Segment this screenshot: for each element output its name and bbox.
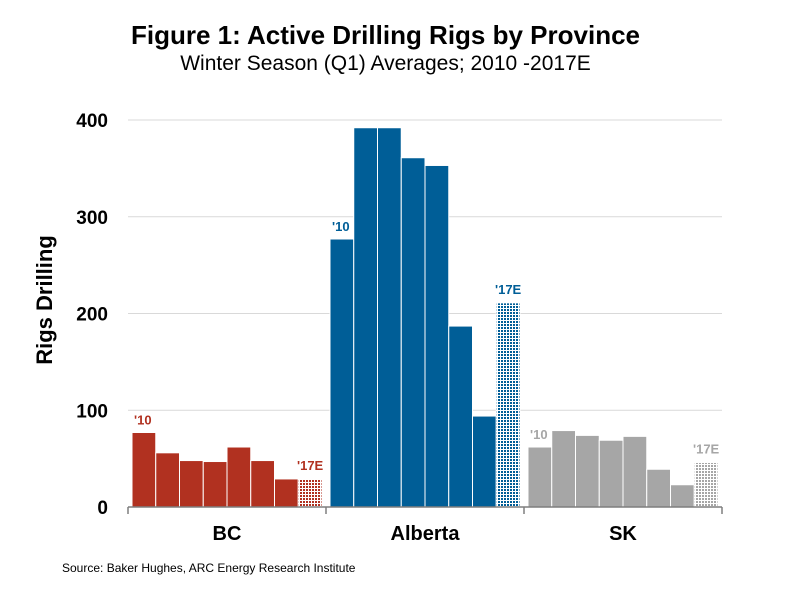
source-note: Source: Baker Hughes, ARC Energy Researc… (62, 561, 356, 575)
bar (646, 468, 671, 508)
bar (329, 238, 355, 508)
bar-end-label: '17E (693, 441, 720, 456)
bar-start-label: '10 (134, 413, 152, 428)
y-tick-label: 100 (76, 401, 108, 422)
bar (575, 434, 600, 508)
bar (400, 157, 426, 508)
bar (622, 435, 648, 508)
x-category-label: Alberta (391, 523, 461, 545)
bar (202, 461, 228, 508)
x-category-label: SK (609, 523, 637, 545)
bars (131, 127, 719, 508)
bar (226, 446, 252, 508)
bar (250, 460, 275, 508)
bar (472, 415, 497, 508)
bar (297, 478, 323, 508)
bar (670, 484, 695, 508)
bar (693, 461, 719, 508)
bar-start-label: '10 (530, 427, 548, 442)
chart-subtitle: Winter Season (Q1) Averages; 2010 -2017E (180, 52, 591, 75)
chart-title: Figure 1: Active Drilling Rigs by Provin… (130, 20, 641, 50)
bar (353, 127, 378, 508)
y-axis-ticks: 0 100 200 300 400 (76, 111, 108, 519)
bar-annotations: '10 '17E '10 '17E '10 '17E (134, 219, 720, 473)
x-category-label: BC (213, 523, 242, 545)
bar-start-label: '10 (332, 219, 350, 234)
bar (274, 478, 299, 508)
bar-end-label: '17E (495, 282, 522, 297)
bar (424, 164, 450, 508)
bar (377, 127, 402, 508)
bar (527, 446, 553, 508)
y-tick-label: 0 (97, 498, 108, 519)
bar (448, 325, 473, 508)
bar (598, 439, 624, 508)
y-tick-label: 400 (76, 111, 108, 132)
x-axis: BC Alberta SK (127, 506, 723, 545)
bar (155, 452, 180, 508)
bar (131, 432, 157, 508)
y-tick-label: 300 (76, 208, 108, 229)
bar (179, 460, 204, 508)
bar (551, 430, 576, 508)
y-tick-label: 200 (76, 305, 108, 326)
bar (495, 302, 521, 508)
bar-end-label: '17E (297, 458, 324, 473)
y-axis-label: Rigs Drilling (32, 235, 57, 365)
